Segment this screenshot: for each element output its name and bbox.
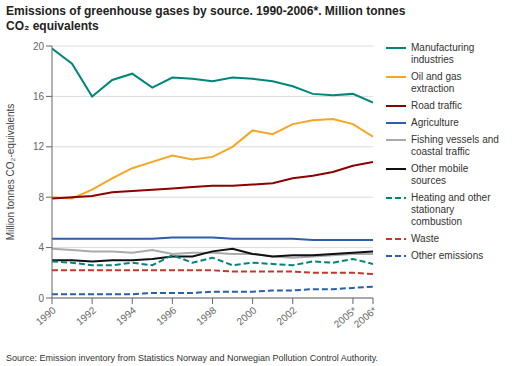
svg-text:1992: 1992 — [74, 304, 98, 327]
html-text:Waste: Waste — [411, 233, 439, 244]
html-text:Road traffic: Road traffic — [411, 100, 462, 111]
html-text:CO₂ equivalents: CO₂ equivalents — [6, 19, 99, 33]
svg-text:2000: 2000 — [234, 304, 258, 327]
svg-text:1996: 1996 — [154, 304, 178, 327]
svg-text:2002: 2002 — [274, 304, 298, 327]
svg-text:20: 20 — [33, 41, 45, 52]
svg-text:0: 0 — [38, 293, 44, 304]
svg-text:1994: 1994 — [114, 304, 138, 327]
svg-text:2006*: 2006* — [352, 304, 379, 329]
svg-text:4: 4 — [38, 242, 44, 253]
html-text:Agriculture: Agriculture — [411, 117, 459, 128]
html-text:Emissions of greenhouse gases: Emissions of greenhouse gases by source.… — [6, 4, 406, 18]
html-text:Other mobile sources: Other mobile sources — [411, 163, 469, 186]
html-text:Heating and other stationary c: Heating and other stationary combustion — [411, 192, 491, 227]
svg-text:1990: 1990 — [34, 304, 58, 327]
svg-text:16: 16 — [33, 91, 45, 102]
svg-text:12: 12 — [33, 141, 45, 152]
svg-text:Million tonnes CO₂-equivalents: Million tonnes CO₂-equivalents — [8, 104, 16, 241]
svg-text:2005*: 2005* — [331, 304, 359, 330]
html-text:Fishing vessels and coastal tr: Fishing vessels and coastal traffic — [411, 134, 499, 157]
html-text:Source: Emission inventory fro: Source: Emission inventory from Statisti… — [6, 353, 378, 363]
html-text:Manufacturing industries: Manufacturing industries — [411, 42, 475, 65]
html-text:Oil and gas extraction: Oil and gas extraction — [411, 71, 462, 94]
svg-text:1998: 1998 — [194, 304, 218, 327]
html-text:Other emissions: Other emissions — [411, 250, 484, 261]
svg-text:8: 8 — [38, 192, 44, 203]
